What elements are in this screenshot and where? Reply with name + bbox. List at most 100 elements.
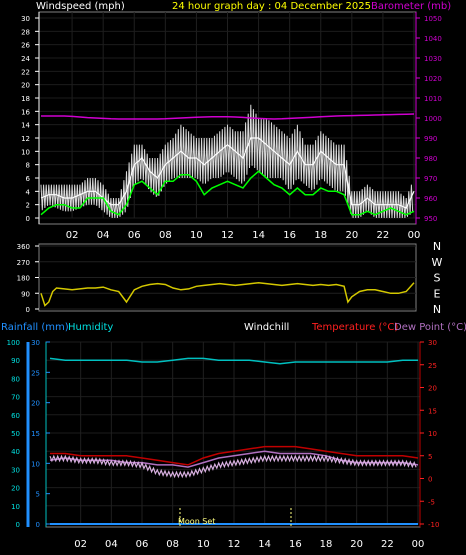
direction-axis-ticks: 360 270 180 90 0 (17, 243, 39, 314)
x-tick-label: 08 (159, 230, 172, 241)
tick-label: 25 (31, 369, 40, 377)
tick-label: 12 (21, 135, 30, 143)
x-tick-label: 16 (283, 230, 296, 241)
x-tick-label: 14 (252, 230, 265, 241)
tick-label: 40 (11, 448, 20, 456)
x-tick-label: 04 (105, 539, 118, 550)
tick-label: 25 (428, 362, 437, 370)
tick-label: 30 (31, 339, 40, 347)
x-tick-label: 20 (350, 539, 363, 550)
humidity-label: Humidity (68, 322, 113, 333)
tick-label: 1010 (424, 95, 442, 103)
tick-label: 26 (21, 42, 30, 50)
wind-avg-line (40, 170, 415, 216)
rainfall-label: Rainfall (mm) (1, 322, 69, 333)
tick-label: 0 (26, 215, 30, 223)
wind-series (40, 104, 415, 219)
tick-label: 10 (11, 503, 20, 511)
barometer-label: Barometer (mb) (371, 1, 451, 12)
humidity-axis-ticks: 0 10 20 30 40 50 60 70 80 90 100 (7, 339, 20, 529)
tick-label: 30 (21, 15, 30, 23)
x-tick-label: 14 (258, 539, 271, 550)
wind-direction-line (40, 282, 415, 307)
temp-grid (46, 341, 420, 525)
tick-label: 15 (428, 407, 437, 415)
tick-label: 960 (424, 195, 437, 203)
tick-label: 1040 (424, 35, 442, 43)
x-tick-label: 10 (190, 230, 203, 241)
tick-label: 90 (11, 357, 20, 365)
tick-label: -10 (428, 521, 439, 529)
x-tick-label: 08 (166, 539, 179, 550)
tick-label: 950 (424, 215, 437, 223)
x-tick-label: 10 (197, 539, 210, 550)
temperature-label: Temperature (°C) (311, 322, 398, 333)
x-tick-label: 20 (345, 230, 358, 241)
tick-label: 270 (17, 259, 30, 267)
x-tick-label: 18 (314, 230, 327, 241)
rain-axis-ticks: 0 5 10 15 20 25 30 (31, 339, 50, 529)
tick-label: 8 (26, 162, 30, 170)
tick-label: 10 (428, 430, 437, 438)
x-tick-label: 12 (221, 230, 234, 241)
tick-label: 970 (424, 175, 437, 183)
tick-label: 0 (36, 521, 40, 529)
temp-series (49, 357, 419, 525)
tick-label: 6 (26, 175, 31, 183)
tick-label: 5 (36, 491, 40, 499)
barometer-axis-ticks: 950 960 970 980 990 1000 1010 1020 1030 1040 1050 (416, 15, 442, 223)
tick-label: 360 (17, 243, 30, 251)
compass-label: S (434, 272, 441, 285)
x-tick-label: 00 (412, 539, 425, 550)
tick-label: 4 (26, 188, 31, 196)
tick-label: 22 (21, 68, 30, 76)
tick-label: 0 (16, 521, 20, 529)
tick-label: 50 (11, 430, 20, 438)
tick-label: 20 (11, 485, 20, 493)
tick-label: 90 (21, 290, 30, 298)
tick-label: 10 (31, 460, 40, 468)
barometer-line (41, 113, 415, 120)
compass-label: E (434, 287, 441, 300)
tick-label: 30 (428, 339, 437, 347)
tick-label: 14 (21, 122, 30, 130)
tick-label: 100 (7, 339, 20, 347)
tick-label: 0 (26, 306, 30, 314)
temperature-line (50, 445, 419, 466)
tick-label: 80 (11, 375, 20, 383)
tick-label: 20 (21, 82, 30, 90)
direction-grid (39, 245, 416, 310)
temperature-axis-ticks: -10 -5 0 5 10 15 20 25 30 (420, 339, 439, 529)
tick-label: 18 (21, 95, 30, 103)
tick-label: 20 (31, 400, 40, 408)
x-tick-label: 04 (97, 230, 110, 241)
tick-label: 28 (21, 28, 30, 36)
x-tick-label: 22 (377, 230, 390, 241)
x-tick-label: 16 (289, 539, 302, 550)
tick-label: 20 (428, 385, 437, 393)
tick-label: 1030 (424, 55, 442, 63)
compass-label: N (433, 240, 441, 253)
x-tick-label: 12 (228, 539, 241, 550)
tick-label: 980 (424, 155, 437, 163)
chart-title: 24 hour graph day : 04 December 2025 (172, 1, 371, 12)
x-tick-label: 06 (128, 230, 141, 241)
tick-label: 16 (21, 108, 30, 116)
compass-label: N (433, 303, 441, 316)
direction-series (40, 282, 415, 307)
tick-label: -5 (428, 498, 435, 506)
tick-label: 10 (21, 148, 30, 156)
humidity-line (49, 357, 418, 365)
windchill-label: Windchill (244, 322, 289, 333)
windspeed-label: Windspeed (mph) (36, 1, 125, 12)
x-tick-label: 06 (136, 539, 149, 550)
tick-label: 0 (428, 476, 432, 484)
x-tick-label: 22 (381, 539, 394, 550)
tick-label: 15 (31, 430, 40, 438)
temp-x-ticks: 02 04 06 08 10 12 14 16 18 20 22 00 (74, 539, 424, 550)
compass-label: W (432, 256, 443, 269)
tick-label: 1000 (424, 115, 442, 123)
tick-label: 1050 (424, 15, 442, 23)
